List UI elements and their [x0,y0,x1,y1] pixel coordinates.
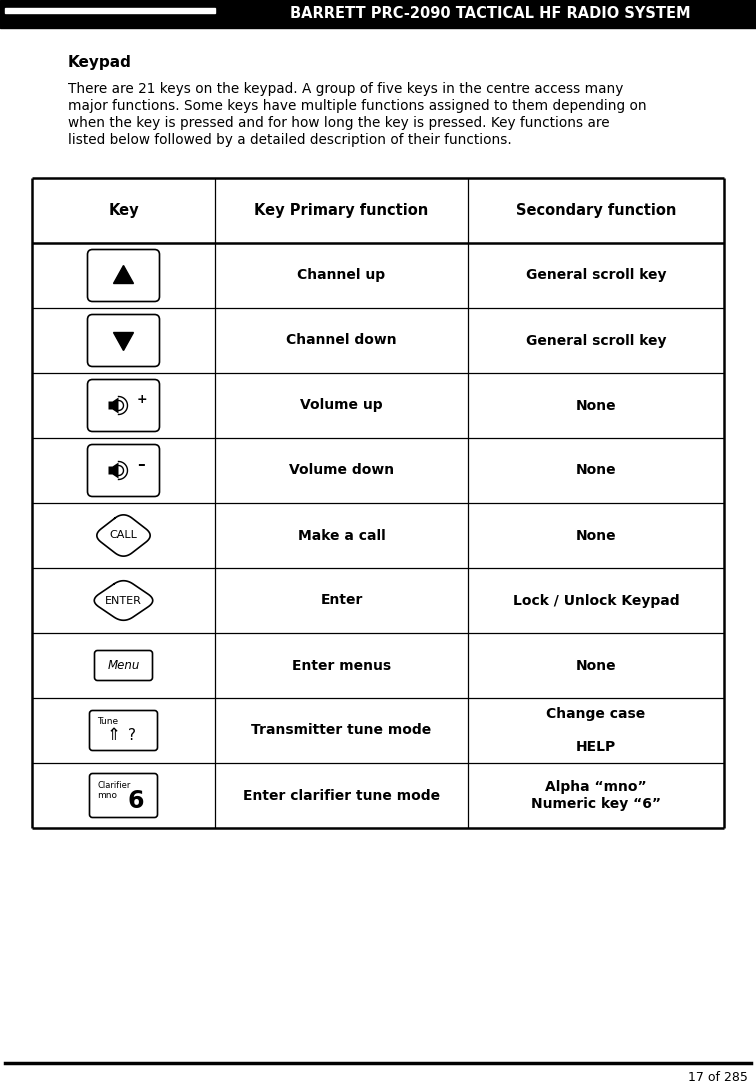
Text: None: None [575,464,616,478]
Polygon shape [109,397,119,414]
Text: Volume down: Volume down [289,464,394,478]
Text: when the key is pressed and for how long the key is pressed. Key functions are: when the key is pressed and for how long… [68,116,609,130]
Text: Channel up: Channel up [297,269,386,283]
Text: BARRETT PRC-2090 TACTICAL HF RADIO SYSTEM: BARRETT PRC-2090 TACTICAL HF RADIO SYSTE… [290,6,690,22]
Text: +: + [136,393,147,406]
Text: Volume up: Volume up [300,399,383,413]
Bar [5,8,215,13]
Text: Enter: Enter [321,593,363,608]
Text: 6: 6 [127,788,144,812]
Text: Change case

HELP: Change case HELP [547,707,646,754]
Text: major functions. Some keys have multiple functions assigned to them depending on: major functions. Some keys have multiple… [68,99,646,113]
Text: Keypad: Keypad [68,55,132,70]
Text: ?: ? [128,728,135,743]
Text: Key: Key [108,203,139,218]
Text: mno: mno [98,792,117,800]
Text: ⇑: ⇑ [107,727,120,744]
Text: Alpha “mno”
Numeric key “6”: Alpha “mno” Numeric key “6” [531,781,661,810]
Text: General scroll key: General scroll key [525,269,666,283]
Polygon shape [113,332,134,351]
Text: Tune: Tune [98,718,119,727]
Polygon shape [113,265,134,284]
Text: ENTER: ENTER [105,596,142,605]
Text: Make a call: Make a call [298,529,386,543]
Text: Key Primary function: Key Primary function [254,203,429,218]
Bar [0,0,756,28]
Text: Clarifier: Clarifier [98,781,131,790]
Text: listed below followed by a detailed description of their functions.: listed below followed by a detailed desc… [68,133,512,147]
Text: Channel down: Channel down [287,334,397,348]
Text: None: None [575,529,616,543]
Text: Menu: Menu [107,658,140,671]
Text: Transmitter tune mode: Transmitter tune mode [252,723,432,738]
Text: General scroll key: General scroll key [525,334,666,348]
Text: Enter menus: Enter menus [292,658,391,673]
Text: None: None [575,658,616,673]
Text: Secondary function: Secondary function [516,203,676,218]
Polygon shape [109,462,119,479]
Text: Lock / Unlock Keypad: Lock / Unlock Keypad [513,593,680,608]
Text: 17 of 285: 17 of 285 [688,1071,748,1083]
Text: None: None [575,399,616,413]
Text: –: – [138,457,145,472]
Text: Enter clarifier tune mode: Enter clarifier tune mode [243,788,440,803]
Text: There are 21 keys on the keypad. A group of five keys in the centre access many: There are 21 keys on the keypad. A group… [68,82,624,96]
Text: CALL: CALL [110,531,138,540]
